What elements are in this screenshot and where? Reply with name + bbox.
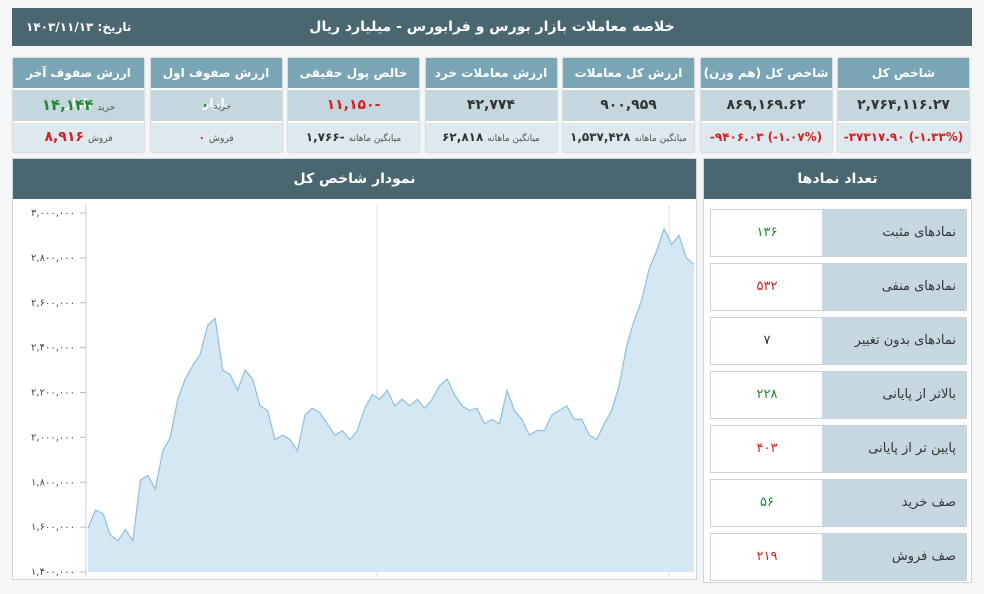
card-sub-row: میانگین ماهانه-۱,۷۶۶ — [288, 123, 419, 152]
y-tick-label: ۲,۸۰۰,۰۰۰ — [31, 253, 75, 264]
symbol-row: نمادهای مثبت ۱۳۶ — [710, 209, 967, 257]
card-sub-row: -۹۴۰۶.۰۳ (-۱.۰۷%) — [700, 123, 832, 152]
card-value: ۱۴,۱۴۴ — [41, 96, 94, 114]
card-sub-row: فروش۰ — [150, 123, 282, 152]
card-value: ۸۶۹,۱۶۹.۶۲ — [726, 97, 806, 113]
y-tick-label: ۱,۴۰۰,۰۰۰ — [31, 567, 75, 578]
card-value-label: خرید — [97, 103, 116, 113]
header-title: خلاصه معاملات بازار بورس و فرابورس - میل… — [309, 19, 675, 35]
area-fill — [88, 228, 694, 572]
card-value: ۴۲,۷۷۴ — [466, 97, 516, 113]
symbol-value: ۲۱۹ — [756, 549, 778, 564]
card-value-row: ۴۲,۷۷۴ — [425, 90, 557, 121]
card-value: -۱۱,۱۵۰ — [326, 97, 381, 113]
stat-card: ارزش کل معاملات ۹۰۰,۹۵۹ میانگین ماهانه۱,۵۳… — [563, 58, 694, 152]
card-title: خالص پول حقیقی — [288, 58, 419, 88]
symbol-value: ۷ — [763, 333, 771, 348]
y-tick-label: ۲,۲۰۰,۰۰۰ — [31, 388, 75, 399]
card-sub-label: فروش — [209, 134, 234, 144]
symbol-row: صف فروش ۲۱۹ — [710, 533, 967, 581]
stat-card: ارزش صفوف اول بازارخرید۰فروش۰ — [150, 58, 282, 152]
card-sub: ۰ — [198, 131, 206, 144]
card-value: ۰ — [200, 97, 210, 113]
card-sub: -۹۴۰۶.۰۳ (-۱.۰۷%) — [709, 130, 823, 144]
card-sub-label: فروش — [87, 134, 113, 144]
card-sub-row: میانگین ماهانه۱,۵۳۷,۴۲۸ — [563, 123, 694, 152]
symbol-label: نمادهای بدون تغییر — [822, 318, 966, 364]
symbol-value: ۵۳۲ — [756, 279, 778, 294]
stat-card: شاخص کل (هم وزن) ۸۶۹,۱۶۹.۶۲ -۹۴۰۶.۰۳ (-۱.۰… — [700, 58, 832, 152]
y-tick-label: ۲,۴۰۰,۰۰۰ — [31, 343, 75, 354]
card-sub-label: میانگین ماهانه — [487, 134, 540, 144]
symbol-label: نمادهای مثبت — [822, 210, 966, 256]
card-title: ارزش کل معاملات — [563, 58, 694, 88]
symbol-label: صف خرید — [822, 480, 966, 526]
symbol-row: صف خرید ۵۶ — [710, 479, 967, 527]
stat-card: خالص پول حقیقی -۱۱,۱۵۰ میانگین ماهانه-۱,۷۶… — [288, 58, 419, 152]
card-value-row: خرید۱۴,۱۴۴ — [13, 90, 144, 121]
card-sub-label: میانگین ماهانه — [348, 134, 402, 144]
card-value-row: ۹۰۰,۹۵۹ — [563, 90, 694, 121]
card-sub: ۶۲,۸۱۸ — [442, 130, 484, 144]
card-title: شاخص کل — [838, 58, 969, 88]
stat-card: ارزش معاملات خرد ۴۲,۷۷۴ میانگین ماهانه۶۲,۸… — [425, 58, 557, 152]
card-sub: -۱,۷۶۶ — [305, 130, 345, 144]
card-title: ارزش معاملات خرد — [425, 58, 557, 88]
symbol-value: ۲۲۸ — [756, 387, 778, 402]
card-value-label: خرید — [213, 102, 232, 112]
symbol-row: نمادهای منفی ۵۳۲ — [710, 263, 967, 311]
card-sub-row: فروش۸,۹۱۶ — [13, 123, 144, 152]
card-value: ۲,۷۶۴,۱۱۶.۲۷ — [857, 97, 950, 113]
header-bar: خلاصه معاملات بازار بورس و فرابورس - میل… — [12, 8, 972, 46]
card-value-row: ۲,۷۶۴,۱۱۶.۲۷ — [838, 90, 969, 121]
symbol-row: پایین تر از پایانی ۴۰۳ — [710, 425, 967, 473]
y-tick-label: ۳,۰۰۰,۰۰۰ — [31, 208, 75, 219]
symbol-value: ۵۶ — [760, 495, 774, 510]
card-value-row: ۸۶۹,۱۶۹.۶۲ — [700, 90, 832, 121]
chart-title: نمودار شاخص کل — [13, 159, 696, 199]
y-tick-label: ۱,۸۰۰,۰۰۰ — [31, 477, 75, 488]
card-sub: -۳۷۳۱۷.۹۰ (-۱.۳۳%) — [843, 130, 964, 144]
card-sub-label: میانگین ماهانه — [634, 134, 687, 144]
card-value-row: خرید۰ — [150, 90, 282, 121]
card-sub-row: میانگین ماهانه۶۲,۸۱۸ — [425, 123, 557, 152]
symbol-label: پایین تر از پایانی — [822, 426, 966, 472]
y-tick-label: ۱,۶۰۰,۰۰۰ — [31, 522, 75, 533]
card-title: شاخص کل (هم وزن) — [700, 58, 832, 88]
symbol-row: نمادهای بدون تغییر ۷ — [710, 317, 967, 365]
card-sub-row: -۳۷۳۱۷.۹۰ (-۱.۳۳%) — [838, 123, 969, 152]
symbol-value: ۱۳۶ — [756, 225, 778, 240]
stat-card: شاخص کل ۲,۷۶۴,۱۱۶.۲۷ -۳۷۳۱۷.۹۰ (-۱.۳۳%) — [838, 58, 969, 152]
header-date: تاریخ: ۱۴۰۳/۱۱/۱۳ — [26, 20, 132, 34]
symbols-title: تعداد نمادها — [704, 159, 971, 199]
area-line — [87, 227, 695, 543]
card-value-row: -۱۱,۱۵۰ — [288, 90, 419, 121]
y-tick-label: ۲,۰۰۰,۰۰۰ — [31, 432, 75, 443]
symbol-label: صف فروش — [822, 534, 966, 580]
symbol-row: بالاتر از پایانی ۲۲۸ — [710, 371, 967, 419]
symbol-label: بالاتر از پایانی — [822, 372, 966, 418]
y-tick-label: ۲,۶۰۰,۰۰۰ — [31, 298, 75, 309]
symbols-panel: تعداد نمادها نمادهای مثبت ۱۳۶ نمادهای منفی… — [703, 158, 972, 583]
card-value: ۹۰۰,۹۵۹ — [600, 97, 657, 113]
card-sub: ۸,۹۱۶ — [44, 129, 84, 145]
card-sub: ۱,۵۳۷,۴۲۸ — [570, 130, 631, 144]
symbol-value: ۴۰۳ — [756, 441, 778, 456]
symbol-label: نمادهای منفی — [822, 264, 966, 310]
